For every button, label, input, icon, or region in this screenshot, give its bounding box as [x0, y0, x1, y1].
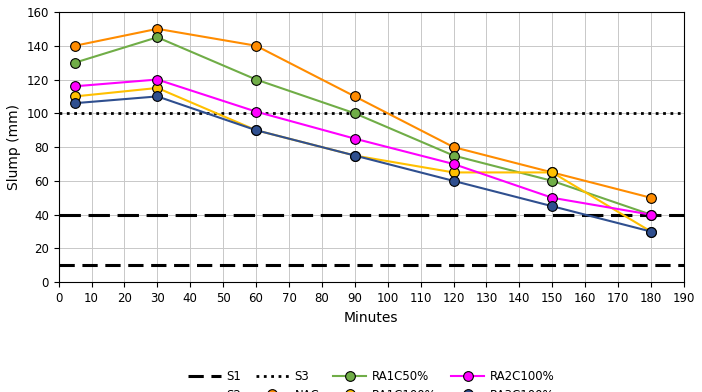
- X-axis label: Minutes: Minutes: [344, 310, 399, 325]
- Y-axis label: Slump (mm): Slump (mm): [7, 104, 21, 190]
- Legend: S1, S2, S3, NAC, RA1C50%, RA1C100%, RA2C100%, RA3C100%: S1, S2, S3, NAC, RA1C50%, RA1C100%, RA2C…: [182, 364, 561, 392]
